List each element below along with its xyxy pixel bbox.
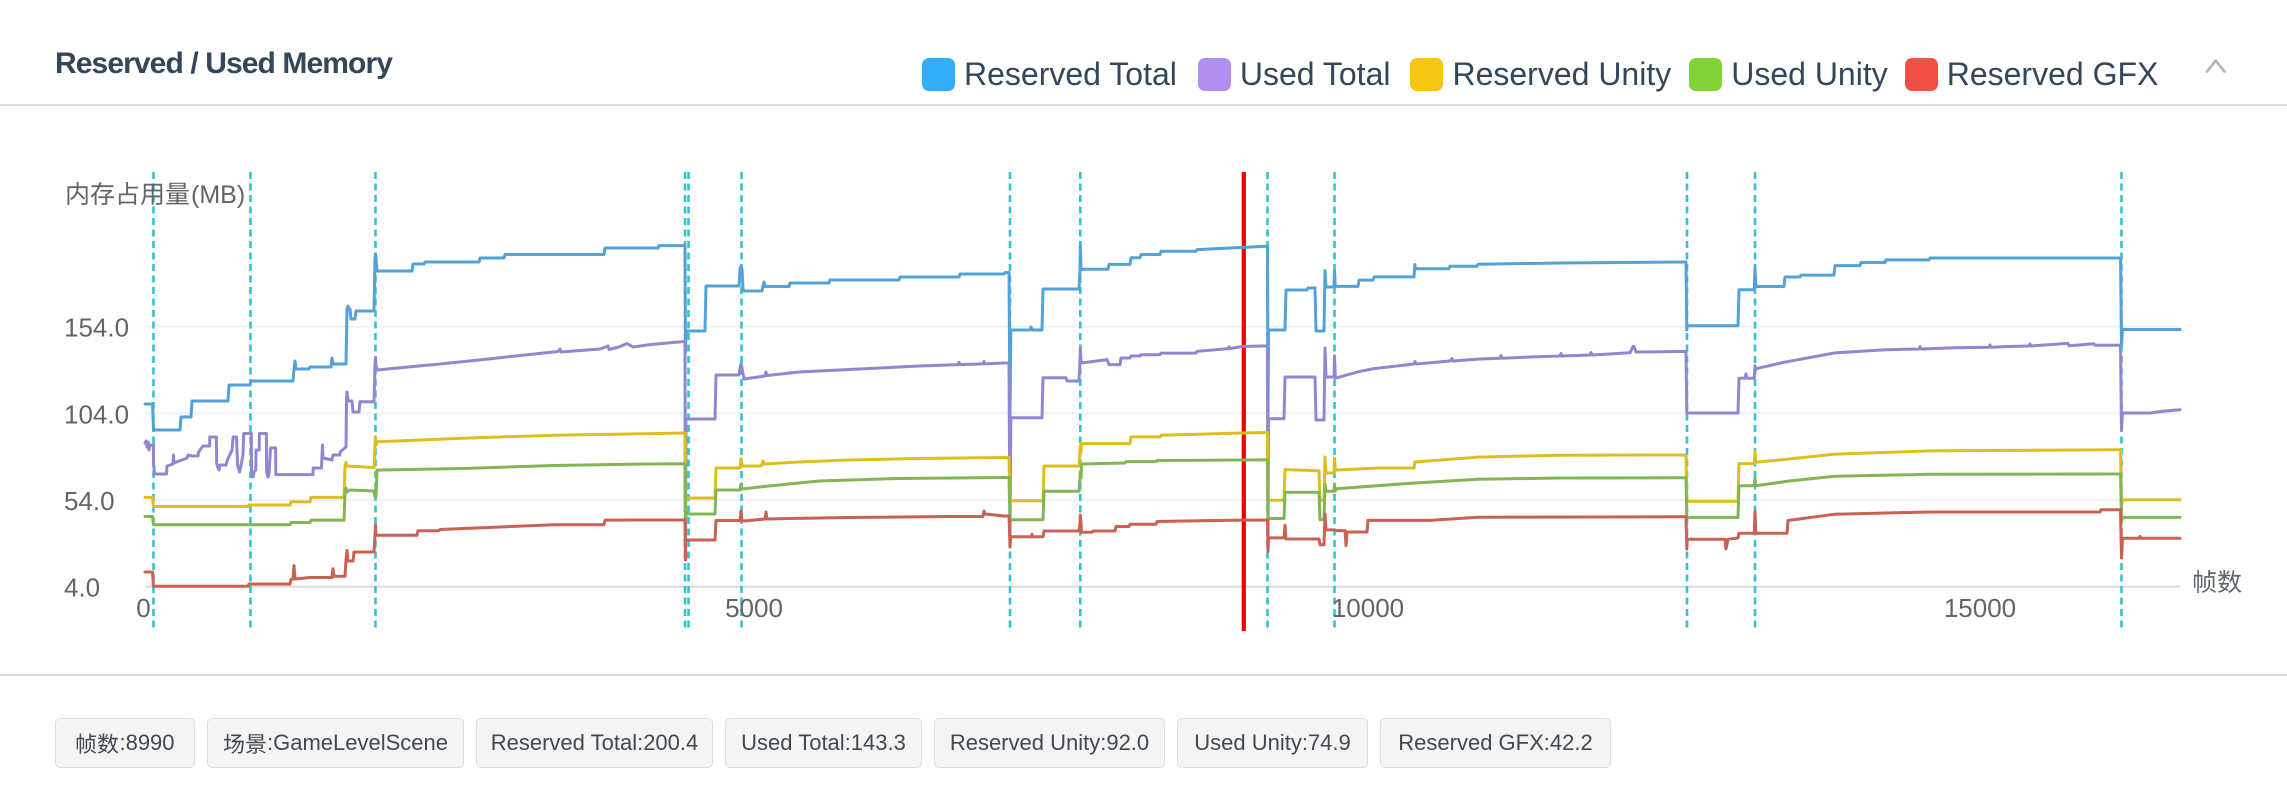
svg-text:15000: 15000 [1944,593,2016,623]
svg-text:0: 0 [136,593,150,623]
svg-text:10000: 10000 [1332,593,1404,623]
svg-text:5000: 5000 [725,593,783,623]
svg-text:104.0: 104.0 [64,399,129,429]
svg-text:154.0: 154.0 [64,313,129,343]
svg-text:54.0: 54.0 [64,486,115,516]
svg-text:(MB): (MB) [191,181,245,209]
svg-text:4.0: 4.0 [64,573,100,603]
